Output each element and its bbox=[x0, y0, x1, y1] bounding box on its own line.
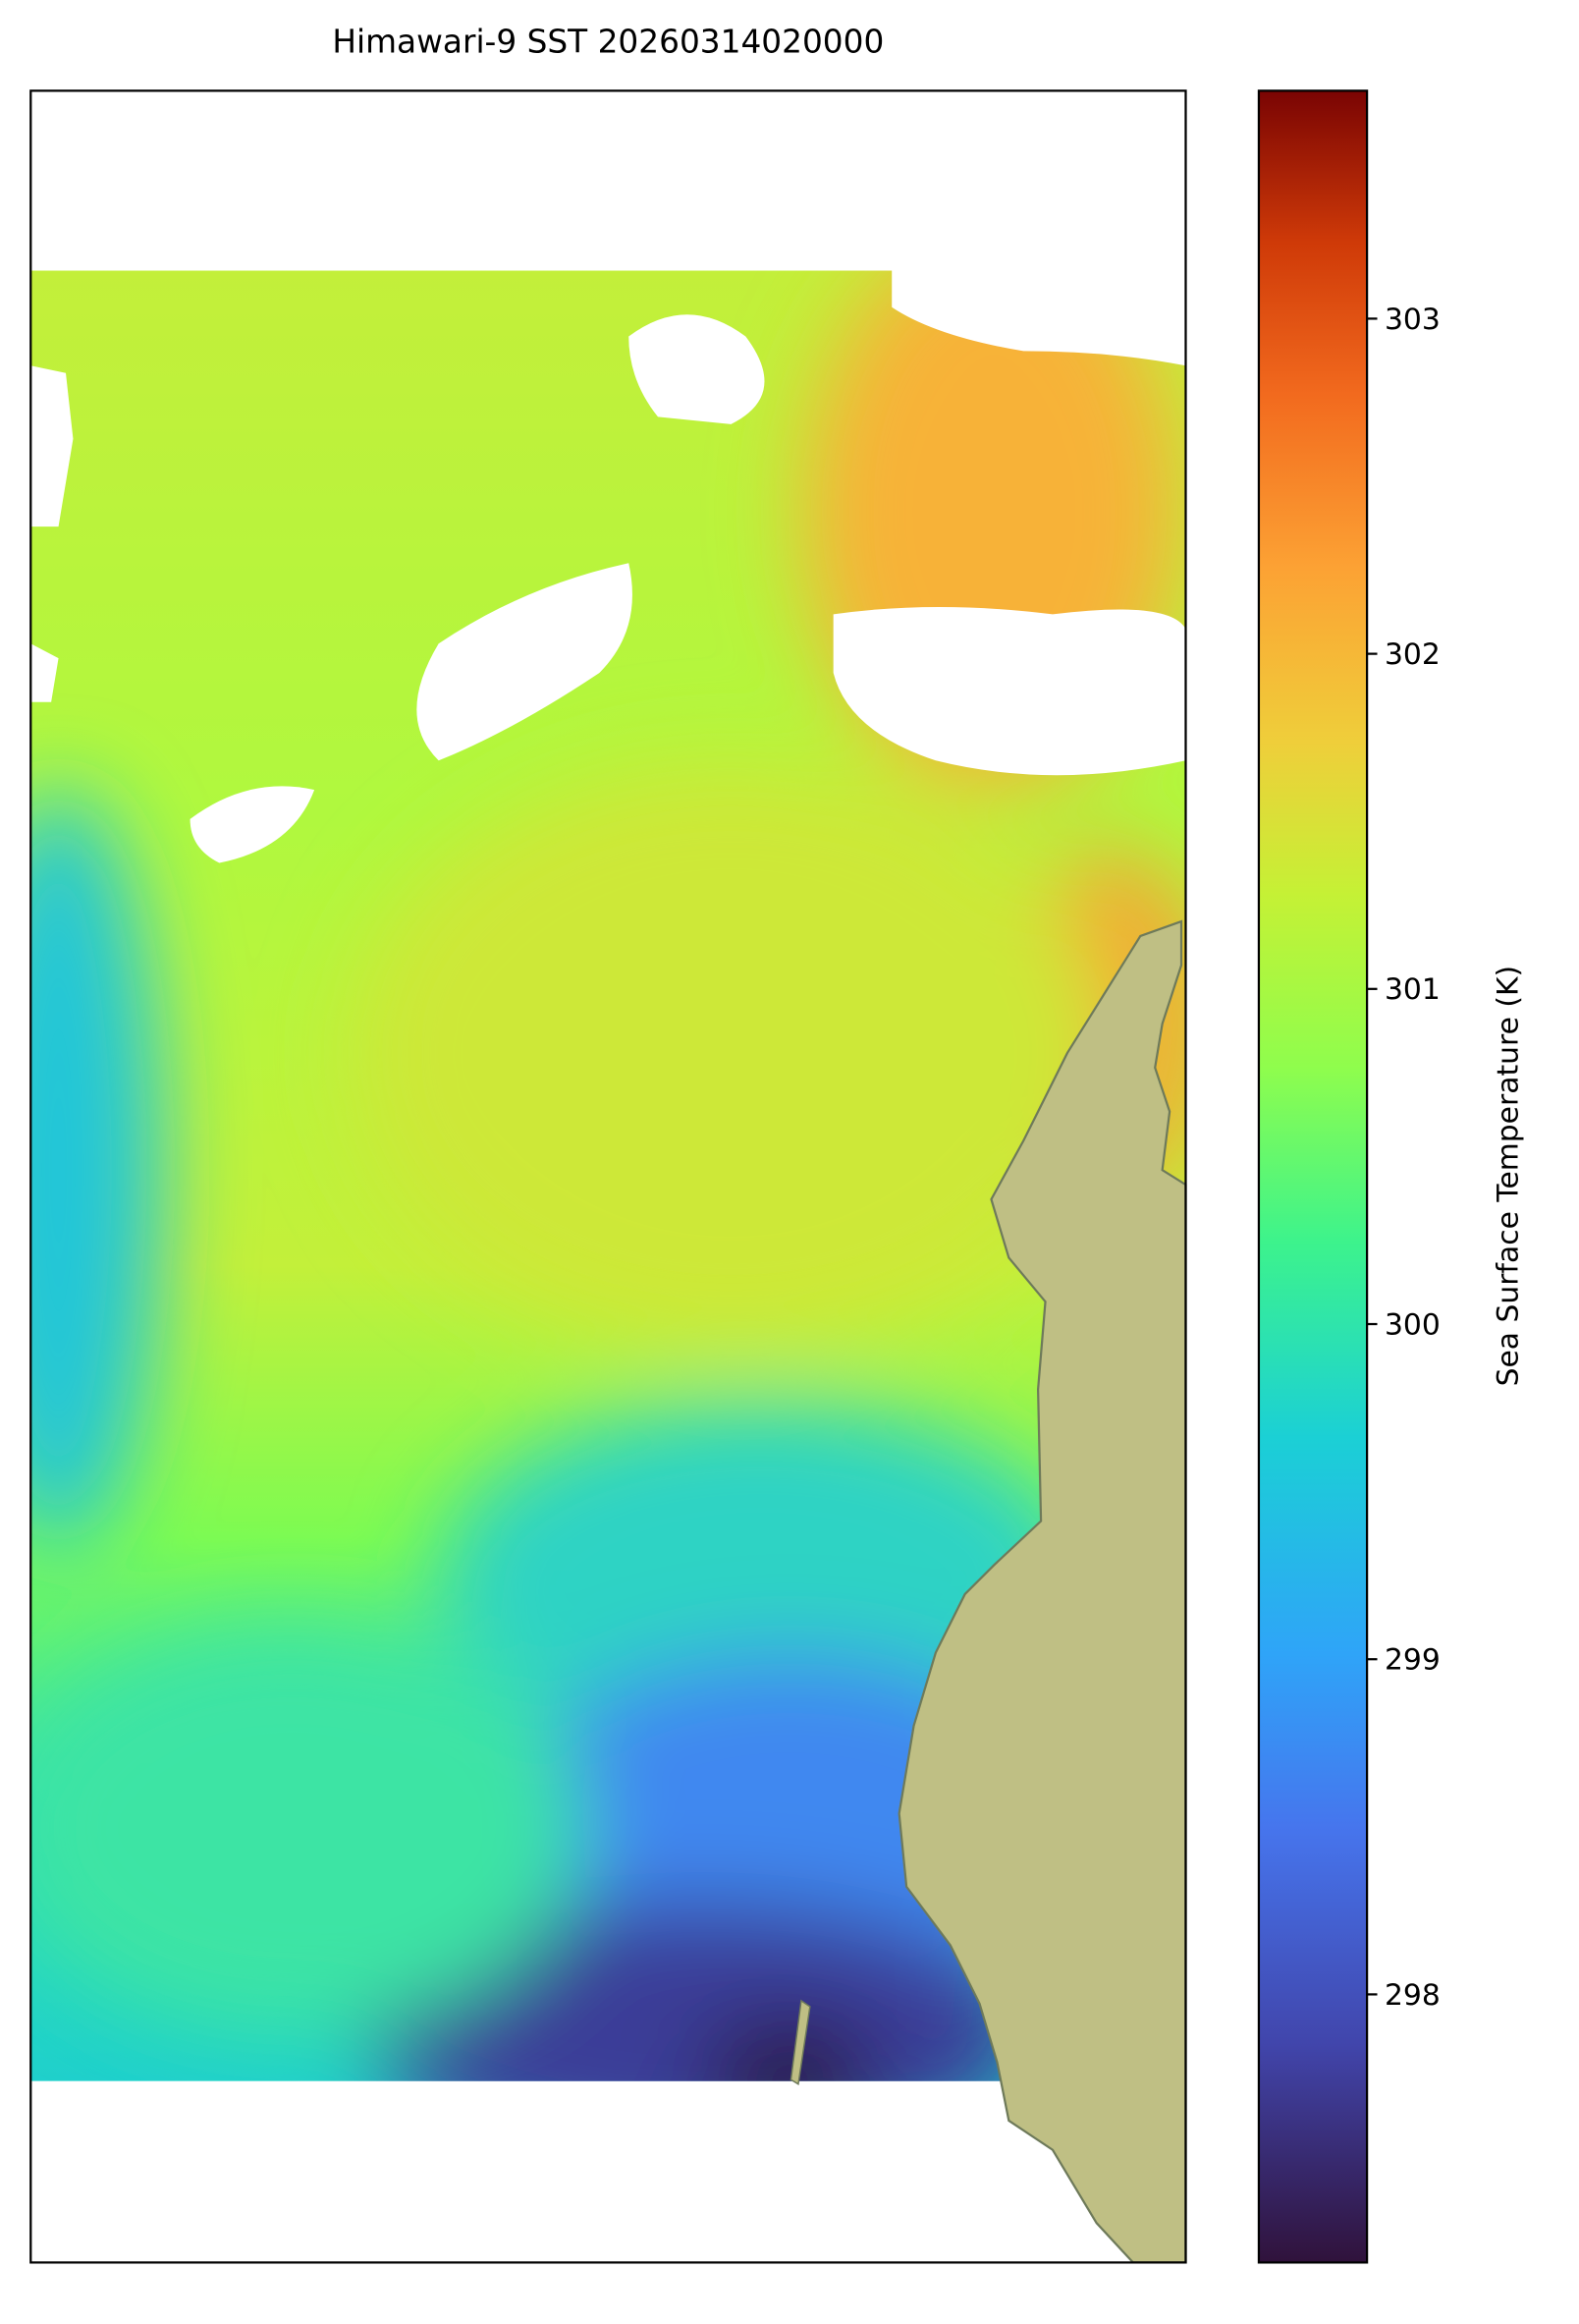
sst-field bbox=[30, 270, 1186, 2081]
colorbar-tick-label: 302 bbox=[1385, 637, 1441, 672]
colorbar-tick-label: 303 bbox=[1385, 303, 1441, 337]
colorbar-tick-label: 301 bbox=[1385, 972, 1441, 1007]
map-frame bbox=[29, 89, 1187, 2264]
colorbar-label: Sea Surface Temperature (K) bbox=[1491, 966, 1525, 1387]
colorbar-tick-label: 300 bbox=[1385, 1307, 1441, 1342]
colorbar-tick-label: 299 bbox=[1385, 1643, 1441, 1678]
title: Himawari-9 SST 20260314020000 bbox=[332, 24, 884, 61]
land bbox=[898, 919, 1187, 2264]
colorbar bbox=[1257, 89, 1369, 2264]
colorbar-tick-label: 298 bbox=[1385, 1978, 1441, 2013]
island bbox=[790, 1999, 811, 2085]
